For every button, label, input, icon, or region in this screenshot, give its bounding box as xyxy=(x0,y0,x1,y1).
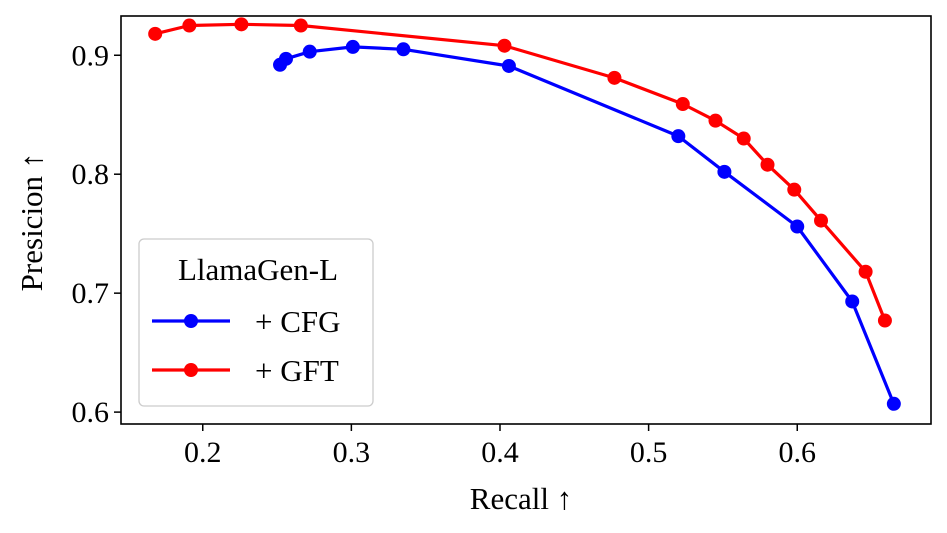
data-point-gft xyxy=(787,182,802,197)
axis-ticks: 0.2 0.3 0.4 0.5 0.6 0.6 0.7 0.8 0.9 xyxy=(72,39,816,469)
x-axis-label: Recall ↑ xyxy=(470,481,572,516)
data-point-gft xyxy=(148,26,163,41)
data-point-cfg xyxy=(302,44,317,59)
data-point-gft xyxy=(736,131,751,146)
data-point-gft xyxy=(234,17,249,32)
data-point-cfg xyxy=(845,294,860,309)
data-point-gft xyxy=(293,18,308,33)
x-tick-label: 0.2 xyxy=(184,436,222,469)
data-point-cfg xyxy=(345,39,360,54)
data-point-gft xyxy=(497,38,512,53)
data-point-gft xyxy=(858,264,873,279)
y-tick-label: 0.6 xyxy=(72,396,110,429)
data-point-gft xyxy=(708,113,723,128)
y-tick-label: 0.8 xyxy=(72,158,110,191)
legend-marker-gft xyxy=(184,363,198,377)
legend: LlamaGen-L + CFG + GFT xyxy=(138,238,374,407)
data-point-cfg xyxy=(717,164,732,179)
legend-label-cfg: + CFG xyxy=(255,304,341,339)
y-tick-label: 0.7 xyxy=(72,277,110,310)
data-point-cfg xyxy=(278,51,293,66)
y-axis-label: Presicion ↑ xyxy=(14,153,49,292)
data-point-gft xyxy=(182,18,197,33)
x-tick-label: 0.5 xyxy=(630,436,668,469)
data-point-cfg xyxy=(671,129,686,144)
data-point-cfg xyxy=(501,58,516,73)
y-tick-label: 0.9 xyxy=(72,39,110,72)
data-point-cfg xyxy=(886,396,901,411)
data-point-gft xyxy=(877,313,892,328)
x-tick-label: 0.4 xyxy=(481,436,519,469)
data-point-gft xyxy=(675,97,690,112)
data-point-gft xyxy=(760,157,775,172)
data-point-gft xyxy=(607,70,622,85)
data-point-cfg xyxy=(790,219,805,234)
legend-label-gft: + GFT xyxy=(255,353,339,388)
legend-title: LlamaGen-L xyxy=(178,252,338,287)
data-point-cfg xyxy=(396,42,411,57)
legend-marker-cfg xyxy=(184,314,198,328)
x-tick-label: 0.6 xyxy=(778,436,816,469)
data-point-gft xyxy=(814,213,829,228)
plot-series xyxy=(148,17,901,411)
plot-area-frame xyxy=(120,15,932,425)
x-tick-label: 0.3 xyxy=(333,436,371,469)
legend-box xyxy=(138,238,374,407)
